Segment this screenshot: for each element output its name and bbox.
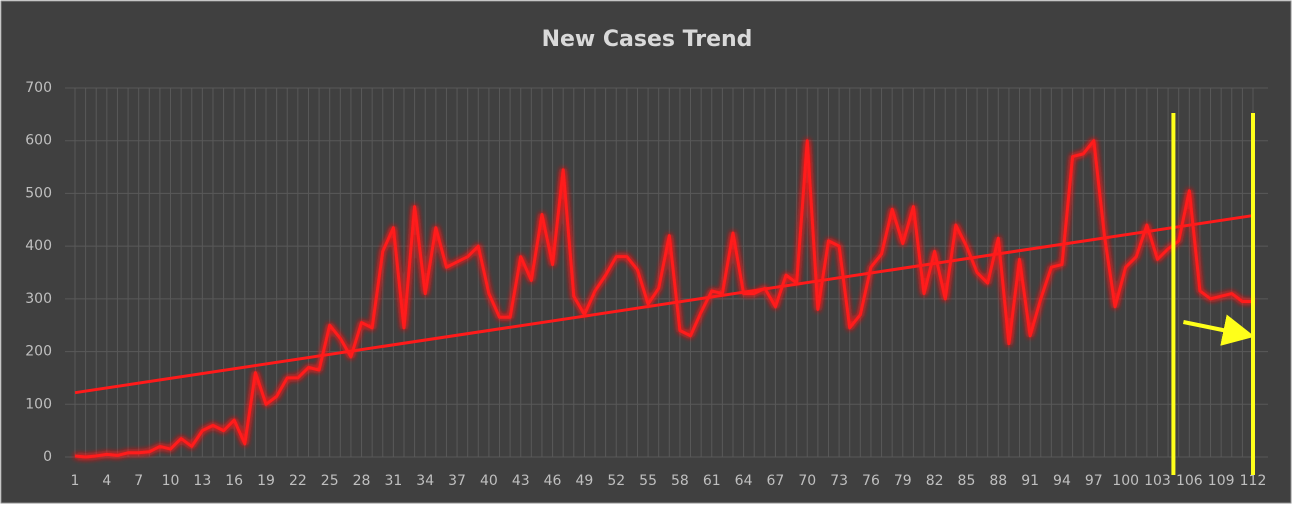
x-tick-label: 52 (607, 473, 625, 489)
x-tick-label: 19 (257, 473, 275, 489)
x-tick-label: 28 (353, 473, 371, 489)
x-tick-label: 70 (798, 473, 816, 489)
x-tick-label: 64 (735, 473, 753, 489)
x-tick-label: 31 (384, 473, 402, 489)
x-tick-label: 37 (448, 473, 466, 489)
x-tick-label: 13 (193, 473, 211, 489)
x-tick-label: 97 (1085, 473, 1103, 489)
x-tick-label: 85 (958, 473, 976, 489)
y-tick-label: 100 (25, 396, 52, 412)
x-tick-label: 43 (512, 473, 530, 489)
y-tick-label: 0 (43, 449, 52, 465)
x-tick-label: 94 (1053, 473, 1071, 489)
x-tick-label: 88 (989, 473, 1007, 489)
x-tick-label: 61 (703, 473, 721, 489)
x-tick-label: 73 (830, 473, 848, 489)
y-tick-label: 700 (25, 80, 52, 96)
x-tick-label: 76 (862, 473, 880, 489)
x-tick-label: 34 (416, 473, 434, 489)
x-tick-label: 25 (321, 473, 339, 489)
x-tick-label: 4 (102, 473, 111, 489)
trendline (74, 214, 1254, 395)
x-tick-label: 1 (71, 473, 80, 489)
chart-title: New Cases Trend (542, 27, 753, 52)
y-tick-label: 600 (25, 133, 52, 149)
x-tick-label: 55 (639, 473, 657, 489)
x-tick-label: 103 (1144, 473, 1171, 489)
x-tick-label: 40 (480, 473, 498, 489)
x-tick-label: 7 (134, 473, 143, 489)
x-tick-label: 16 (225, 473, 243, 489)
x-tick-label: 91 (1021, 473, 1039, 489)
x-tick-label: 10 (162, 473, 180, 489)
x-tick-label: 79 (894, 473, 912, 489)
x-tick-label: 100 (1112, 473, 1139, 489)
y-tick-label: 500 (25, 185, 52, 201)
y-tick-label: 400 (25, 238, 52, 254)
y-tick-label: 200 (25, 344, 52, 360)
x-tick-label: 109 (1208, 473, 1235, 489)
x-tick-label: 112 (1240, 473, 1267, 489)
x-tick-label: 106 (1176, 473, 1203, 489)
x-tick-label: 49 (575, 473, 593, 489)
x-tick-label: 67 (767, 473, 785, 489)
x-tick-label: 22 (289, 473, 307, 489)
data-line (74, 139, 1253, 459)
x-tick-label: 58 (671, 473, 689, 489)
x-tick-label: 46 (544, 473, 562, 489)
x-tick-label: 82 (926, 473, 944, 489)
highlight-arrow (1183, 314, 1255, 346)
y-tick-label: 300 (25, 291, 52, 307)
